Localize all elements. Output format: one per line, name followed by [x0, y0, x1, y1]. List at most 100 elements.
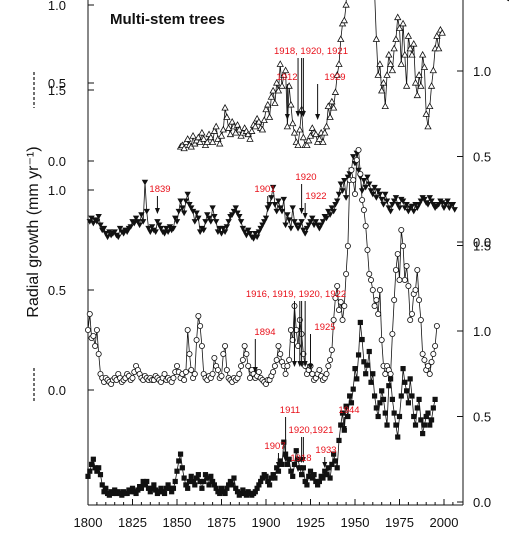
data-point: [90, 332, 97, 339]
data-point: [360, 206, 367, 213]
data-point: [388, 376, 394, 382]
data-point: [152, 229, 159, 235]
data-point: [434, 44, 443, 52]
data-point: [220, 350, 227, 357]
data-point: [347, 393, 353, 399]
data-point: [218, 372, 225, 379]
data-point: [391, 410, 397, 416]
data-point: [312, 130, 320, 138]
data-point: [189, 132, 197, 139]
data-point: [156, 222, 163, 229]
data-point: [362, 222, 369, 229]
x-tick-label: 1900: [252, 515, 281, 530]
x-tick-label: 1800: [74, 515, 103, 530]
data-point: [402, 82, 411, 89]
data-point: [211, 213, 218, 220]
data-point: [412, 422, 419, 428]
data-point: [374, 71, 382, 78]
data-point: [322, 122, 331, 130]
data-point: [291, 219, 298, 225]
data-point: [135, 487, 141, 493]
data-point: [185, 485, 191, 491]
data-point: [220, 225, 227, 232]
data-point: [201, 141, 210, 148]
annotation-label: 1920: [295, 172, 316, 183]
data-point: [366, 348, 372, 355]
data-point: [294, 141, 302, 148]
data-point: [307, 468, 314, 474]
y-axis-label-right: No: [502, 0, 509, 2]
data-point: [399, 198, 407, 205]
data-point: [343, 270, 350, 277]
data-point: [173, 219, 181, 225]
data-point: [284, 212, 291, 218]
data-point: [426, 370, 433, 377]
data-point: [371, 302, 378, 309]
data-point: [255, 368, 262, 375]
data-point: [245, 362, 252, 369]
data-point: [218, 231, 225, 237]
data-point: [351, 190, 358, 197]
data-point: [407, 316, 414, 323]
data-point: [333, 71, 341, 78]
data-point: [246, 231, 254, 237]
data-point: [256, 482, 262, 488]
data-point: [86, 310, 93, 317]
data-point: [100, 225, 108, 232]
data-point: [421, 356, 428, 363]
data-point: [411, 78, 420, 86]
data-point: [337, 298, 344, 305]
data-point: [119, 492, 125, 498]
data-point: [253, 234, 261, 241]
data-point: [344, 242, 351, 249]
data-point: [382, 191, 389, 198]
data-point: [312, 219, 320, 225]
annotation-label: 1839: [149, 184, 170, 195]
data-point: [382, 410, 388, 416]
annotation-label: 1920,1921: [289, 425, 334, 436]
data-point: [278, 208, 286, 215]
data-point: [449, 201, 457, 208]
data-point: [403, 201, 410, 208]
data-point: [262, 215, 270, 222]
data-point: [284, 362, 291, 369]
data-point: [394, 13, 402, 21]
data-point: [408, 310, 415, 317]
right-tick-label: 0.5: [473, 150, 491, 165]
data-point: [280, 71, 288, 78]
annotation-label: 1933: [315, 445, 336, 456]
data-point: [209, 370, 216, 377]
data-point: [141, 179, 149, 186]
data-point: [149, 485, 155, 491]
left-tick-label: 0.0: [48, 154, 66, 169]
data-point: [224, 485, 230, 491]
data-point: [206, 482, 212, 488]
data-point: [228, 117, 236, 125]
data-point: [290, 128, 299, 136]
data-point: [145, 485, 152, 491]
data-point: [258, 125, 267, 133]
data-point: [335, 306, 342, 313]
data-point: [405, 400, 411, 406]
data-point: [323, 215, 330, 222]
right-tick-label: 0.0: [473, 495, 491, 510]
data-point: [315, 135, 324, 142]
data-point: [177, 451, 184, 457]
data-point: [350, 386, 356, 392]
data-point: [299, 133, 308, 141]
data-point: [201, 478, 207, 485]
data-point: [191, 219, 198, 225]
annotation-arrowhead: [154, 208, 160, 214]
data-point: [202, 472, 209, 478]
data-point: [222, 490, 228, 497]
data-point: [147, 489, 153, 495]
annotation-arrowhead: [300, 111, 306, 117]
data-point: [239, 356, 246, 363]
data-point: [255, 117, 263, 125]
data-point: [268, 195, 275, 201]
data-point: [401, 50, 409, 58]
data-point: [328, 205, 336, 211]
data-point: [276, 60, 284, 67]
data-point: [111, 229, 118, 235]
data-point: [96, 465, 102, 471]
